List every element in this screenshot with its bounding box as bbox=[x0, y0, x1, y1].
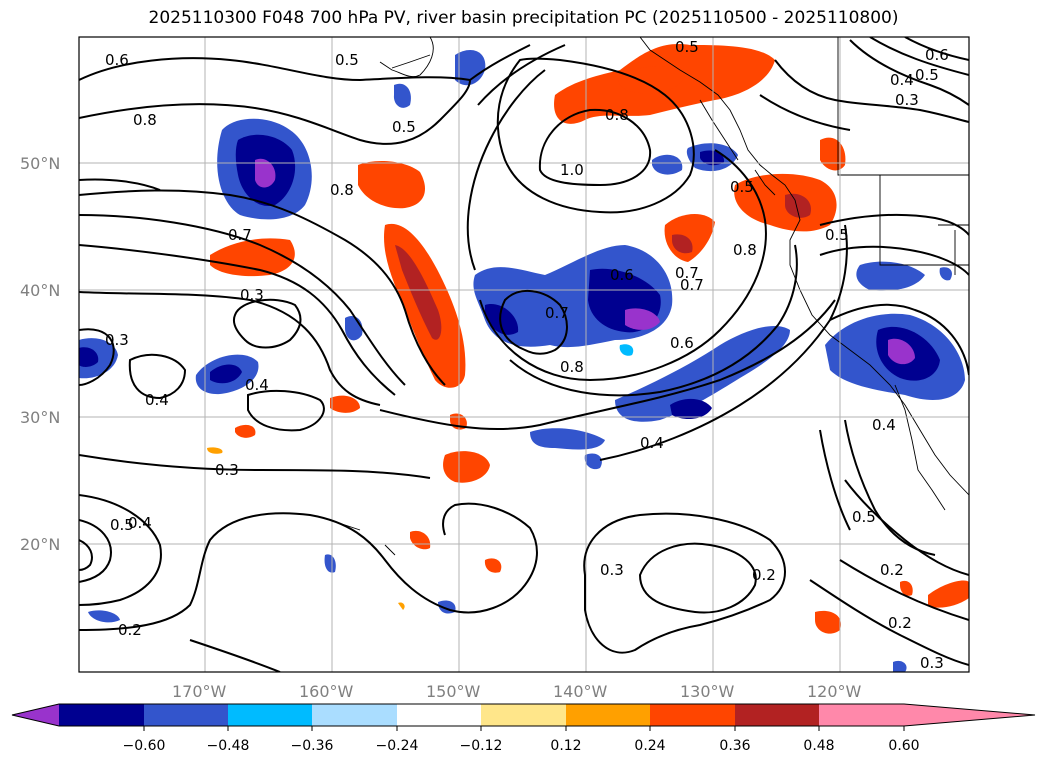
lat-label: 20°N bbox=[20, 535, 60, 554]
colorbar-tick-label: −0.24 bbox=[376, 738, 419, 754]
lon-label: 130°W bbox=[680, 682, 735, 701]
contour-label: 0.4 bbox=[640, 434, 664, 452]
lat-label: 40°N bbox=[20, 281, 60, 300]
colorbar-tick-label: −0.60 bbox=[123, 738, 166, 754]
colorbar-segment bbox=[59, 704, 144, 726]
colorbar-tick-label: 0.12 bbox=[550, 738, 581, 754]
contour-label: 0.5 bbox=[825, 226, 849, 244]
contour-label: 0.4 bbox=[245, 376, 269, 394]
colorbar-tick-label: −0.36 bbox=[291, 738, 334, 754]
contour-label: 0.4 bbox=[890, 71, 914, 89]
contour-label: 0.4 bbox=[872, 416, 896, 434]
contour-label: 0.7 bbox=[228, 226, 252, 244]
contour-label: 0.5 bbox=[852, 508, 876, 526]
contour-label: 0.5 bbox=[730, 178, 754, 196]
colorbar-segment bbox=[481, 704, 566, 726]
contour-label: 0.7 bbox=[675, 264, 699, 282]
contour-label: 0.3 bbox=[240, 286, 264, 304]
plot-border bbox=[78, 36, 970, 673]
colorbar-segment bbox=[566, 704, 650, 726]
colorbar: −0.60 −0.48 −0.36 −0.24 −0.12 0.12 0.24 … bbox=[11, 703, 1036, 754]
contour-label: 0.5 bbox=[675, 38, 699, 56]
contour-label: 0.7 bbox=[545, 304, 569, 322]
colorbar-segment bbox=[144, 704, 228, 726]
contour-label: 0.3 bbox=[920, 654, 944, 672]
colorbar-extend-low bbox=[12, 704, 59, 726]
coastlines bbox=[329, 37, 969, 556]
contour-label: 1.0 bbox=[560, 161, 584, 179]
contour-label: 0.5 bbox=[335, 51, 359, 69]
contour-label: 0.6 bbox=[610, 266, 634, 284]
colorbar-tick-label: 0.24 bbox=[634, 738, 665, 754]
map-title: 2025110300 F048 700 hPa PV, river basin … bbox=[148, 8, 899, 28]
contour-label: 0.2 bbox=[888, 614, 912, 632]
contour-label: 0.5 bbox=[110, 516, 134, 534]
contour-label: 0.2 bbox=[880, 561, 904, 579]
colorbar-segment bbox=[397, 704, 481, 726]
colorbar-extend-high bbox=[904, 704, 1035, 726]
colorbar-segment bbox=[650, 704, 735, 726]
colorbar-tick-label: −0.48 bbox=[207, 738, 250, 754]
colorbar-tick-label: 0.36 bbox=[719, 738, 750, 754]
contour-label: 0.4 bbox=[145, 391, 169, 409]
contour-label: 0.7 bbox=[680, 276, 704, 294]
colorbar-segment bbox=[819, 704, 904, 726]
contour-label: 0.5 bbox=[915, 66, 939, 84]
colorbar-tick-label: 0.60 bbox=[888, 738, 919, 754]
lon-label: 170°W bbox=[172, 682, 227, 701]
lat-label: 30°N bbox=[20, 408, 60, 427]
latitude-labels: 50°N 40°N 30°N 20°N bbox=[20, 154, 60, 554]
contour-label: 0.6 bbox=[925, 46, 949, 64]
contour-label: 0.8 bbox=[605, 106, 629, 124]
contour-label: 0.2 bbox=[752, 566, 776, 584]
lon-label: 140°W bbox=[553, 682, 608, 701]
contour-label: 0.5 bbox=[392, 118, 416, 136]
lon-label: 160°W bbox=[299, 682, 354, 701]
colorbar-segment bbox=[735, 704, 819, 726]
contour-label: 0.6 bbox=[670, 334, 694, 352]
contour-label: 0.8 bbox=[560, 358, 584, 376]
contour-label: 0.8 bbox=[330, 181, 354, 199]
lat-label: 50°N bbox=[20, 154, 60, 173]
contour-label: 0.8 bbox=[133, 111, 157, 129]
contour-label: 0.3 bbox=[105, 331, 129, 349]
colorbar-segment bbox=[312, 704, 397, 726]
pv-contours bbox=[79, 37, 969, 672]
contour-label: 0.2 bbox=[118, 621, 142, 639]
contour-label: 0.6 bbox=[105, 51, 129, 69]
contour-labels: 0.6 0.8 0.7 0.3 0.3 0.4 0.4 0.3 0.4 0.5 … bbox=[105, 38, 949, 672]
contour-label: 0.3 bbox=[600, 561, 624, 579]
contour-label: 0.3 bbox=[215, 461, 239, 479]
lon-label: 120°W bbox=[807, 682, 862, 701]
lon-label: 150°W bbox=[426, 682, 481, 701]
longitude-labels: 170°W 160°W 150°W 140°W 130°W 120°W bbox=[172, 682, 862, 701]
contour-label: 0.8 bbox=[733, 241, 757, 259]
colorbar-tick-label: −0.12 bbox=[460, 738, 503, 754]
graticule bbox=[79, 37, 969, 672]
colorbar-tick-label: 0.48 bbox=[803, 738, 834, 754]
contour-label: 0.3 bbox=[895, 91, 919, 109]
colorbar-segment bbox=[228, 704, 312, 726]
precipitation-shading bbox=[79, 44, 969, 672]
contour-label: 0.4 bbox=[128, 514, 152, 532]
